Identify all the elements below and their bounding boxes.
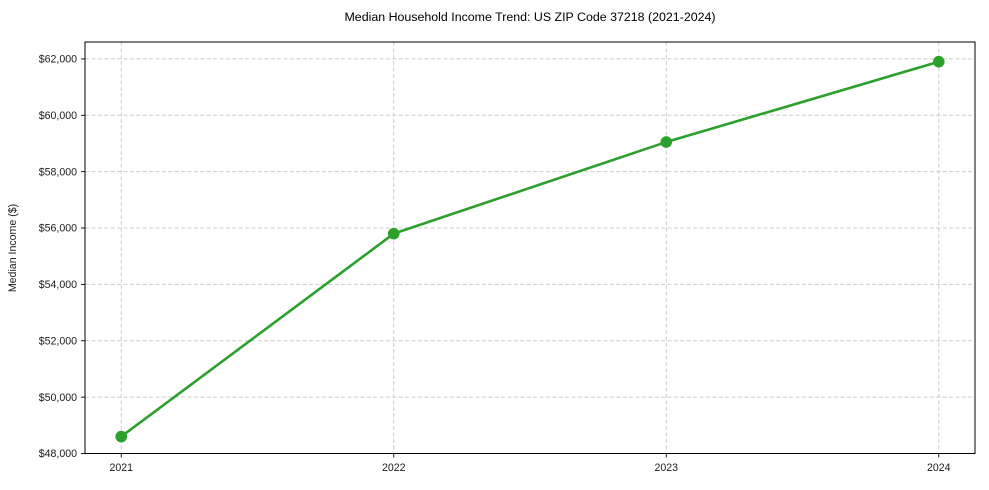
y-tick-label: $60,000: [39, 110, 77, 122]
data-point-2023: [660, 136, 673, 148]
y-tick-label: $50,000: [39, 392, 77, 404]
y-tick-label: $54,000: [39, 279, 77, 291]
data-point-2022: [387, 227, 400, 240]
y-tick-label: $48,000: [39, 448, 77, 460]
plot-area: $48,000 $50,000 $52,000 $54,000 $56,000 $58,0…: [39, 41, 976, 474]
y-tick-label: $58,000: [39, 166, 77, 178]
x-tick-label: 2021: [109, 462, 133, 474]
data-point-2024: [932, 55, 945, 68]
y-tick-label: $62,000: [39, 54, 77, 66]
x-tick-label: 2024: [927, 462, 951, 474]
y-axis-label: Median Income ($): [7, 204, 19, 292]
x-tick-label: 2023: [654, 462, 678, 474]
x-tick-label: 2022: [382, 462, 406, 474]
data-point-2021: [115, 430, 128, 443]
plot-border: [84, 41, 976, 454]
y-tick-label: $56,000: [39, 223, 77, 235]
chart-title: Median Household Income Trend: US ZIP Co…: [344, 10, 715, 24]
income-trend-line: [119, 60, 941, 438]
y-tick-label: $52,000: [39, 335, 77, 347]
